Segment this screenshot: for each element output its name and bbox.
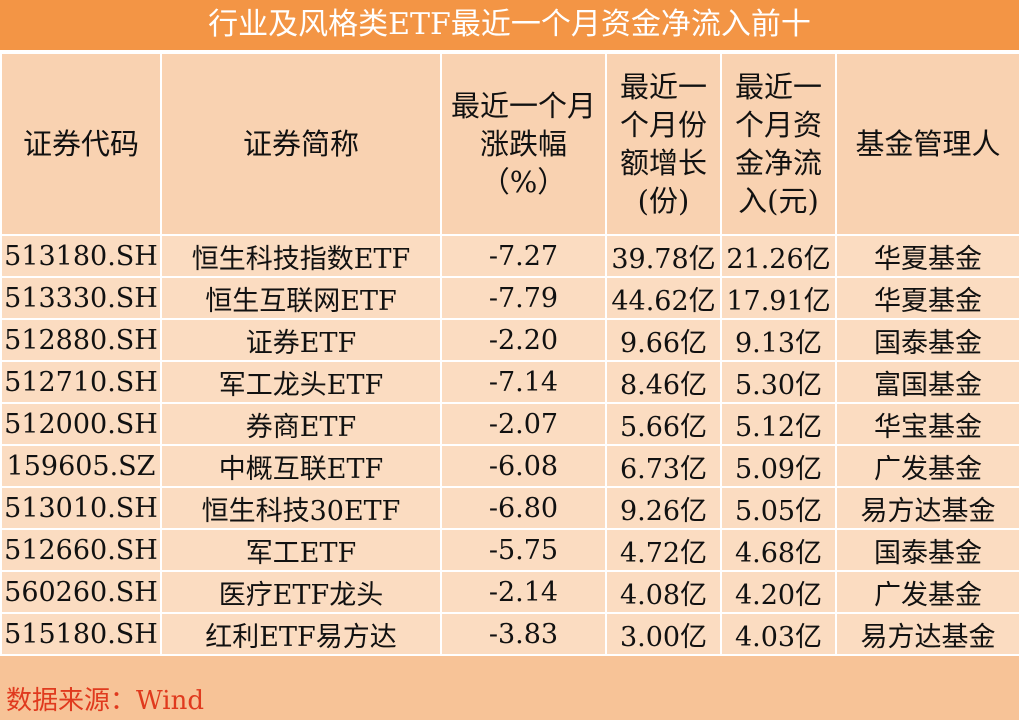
header-change-line-2: 涨跌幅 (479, 127, 567, 161)
cell-code: 512660.SH (0, 528, 162, 572)
cell-shares: 4.08亿 (605, 570, 722, 614)
table-title: 行业及风格类ETF最近一个月资金净流入前十 (0, 0, 1019, 52)
table-row: 159605.SZ 中概互联ETF -6.08 6.73亿 5.09亿 广发基金 (0, 444, 1019, 488)
header-inflow-line-1: 最近一 (734, 70, 822, 104)
cell-name: 恒生科技30ETF (160, 486, 442, 530)
cell-change: -7.79 (440, 276, 607, 320)
cell-name: 券商ETF (160, 402, 442, 446)
cell-manager: 华宝基金 (835, 402, 1019, 446)
cell-inflow: 17.91亿 (720, 276, 837, 320)
cell-inflow: 4.68亿 (720, 528, 837, 572)
table-row: 512660.SH 军工ETF -5.75 4.72亿 4.68亿 国泰基金 (0, 528, 1019, 572)
header-change: 最近一个月 涨跌幅 （%） (440, 52, 607, 236)
cell-inflow: 4.03亿 (720, 612, 837, 656)
cell-change: -2.20 (440, 318, 607, 362)
header-shares-line-4: (份) (637, 184, 690, 218)
cell-inflow: 5.09亿 (720, 444, 837, 488)
cell-change: -2.07 (440, 402, 607, 446)
cell-code: 512710.SH (0, 360, 162, 404)
table-row: 560260.SH 医疗ETF龙头 -2.14 4.08亿 4.20亿 广发基金 (0, 570, 1019, 614)
cell-code: 512000.SH (0, 402, 162, 446)
table-row: 515180.SH 红利ETF易方达 -3.83 3.00亿 4.03亿 易方达… (0, 612, 1019, 656)
cell-manager: 易方达基金 (835, 486, 1019, 530)
header-name: 证券简称 (160, 52, 442, 236)
cell-change: -2.14 (440, 570, 607, 614)
table-row: 512710.SH 军工龙头ETF -7.14 8.46亿 5.30亿 富国基金 (0, 360, 1019, 404)
table-row: 512880.SH 证券ETF -2.20 9.66亿 9.13亿 国泰基金 (0, 318, 1019, 362)
cell-name: 红利ETF易方达 (160, 612, 442, 656)
cell-shares: 39.78亿 (605, 234, 722, 278)
cell-manager: 华夏基金 (835, 276, 1019, 320)
cell-inflow: 21.26亿 (720, 234, 837, 278)
cell-name: 军工龙头ETF (160, 360, 442, 404)
cell-shares: 4.72亿 (605, 528, 722, 572)
cell-change: -5.75 (440, 528, 607, 572)
cell-code: 513330.SH (0, 276, 162, 320)
header-inflow-line-2: 个月资 (734, 108, 822, 142)
header-shares: 最近一 个月份 额增长 (份) (605, 52, 722, 236)
table-row: 513180.SH 恒生科技指数ETF -7.27 39.78亿 21.26亿 … (0, 234, 1019, 278)
cell-inflow: 4.20亿 (720, 570, 837, 614)
cell-name: 医疗ETF龙头 (160, 570, 442, 614)
cell-inflow: 5.30亿 (720, 360, 837, 404)
cell-code: 515180.SH (0, 612, 162, 656)
cell-shares: 6.73亿 (605, 444, 722, 488)
table-row: 512000.SH 券商ETF -2.07 5.66亿 5.12亿 华宝基金 (0, 402, 1019, 446)
header-shares-line-1: 最近一 (619, 70, 707, 104)
cell-change: -7.14 (440, 360, 607, 404)
cell-inflow: 5.12亿 (720, 402, 837, 446)
cell-shares: 9.66亿 (605, 318, 722, 362)
cell-name: 恒生互联网ETF (160, 276, 442, 320)
cell-manager: 华夏基金 (835, 234, 1019, 278)
cell-name: 中概互联ETF (160, 444, 442, 488)
header-change-line-1: 最近一个月 (450, 89, 596, 123)
header-shares-line-3: 额增长 (619, 146, 707, 180)
cell-shares: 8.46亿 (605, 360, 722, 404)
cell-manager: 易方达基金 (835, 612, 1019, 656)
cell-name: 证券ETF (160, 318, 442, 362)
cell-manager: 广发基金 (835, 444, 1019, 488)
table-row: 513330.SH 恒生互联网ETF -7.79 44.62亿 17.91亿 华… (0, 276, 1019, 320)
cell-change: -6.08 (440, 444, 607, 488)
header-inflow-line-4: 入(元) (738, 184, 819, 218)
cell-code: 159605.SZ (0, 444, 162, 488)
cell-shares: 3.00亿 (605, 612, 722, 656)
cell-manager: 广发基金 (835, 570, 1019, 614)
data-source-note: 数据来源：Wind (6, 686, 204, 716)
cell-name: 恒生科技指数ETF (160, 234, 442, 278)
cell-manager: 富国基金 (835, 360, 1019, 404)
header-row: 证券代码 证券简称 最近一个月 涨跌幅 （%） 最近一 个月份 额增长 (份) … (0, 52, 1019, 236)
cell-code: 513180.SH (0, 234, 162, 278)
cell-change: -3.83 (440, 612, 607, 656)
cell-shares: 5.66亿 (605, 402, 722, 446)
header-code: 证券代码 (0, 52, 162, 236)
cell-change: -6.80 (440, 486, 607, 530)
cell-code: 513010.SH (0, 486, 162, 530)
header-change-line-3: （%） (480, 165, 567, 199)
cell-name: 军工ETF (160, 528, 442, 572)
header-inflow-line-3: 金净流 (734, 146, 822, 180)
cell-shares: 9.26亿 (605, 486, 722, 530)
cell-inflow: 5.05亿 (720, 486, 837, 530)
cell-manager: 国泰基金 (835, 318, 1019, 362)
cell-code: 560260.SH (0, 570, 162, 614)
table-row: 513010.SH 恒生科技30ETF -6.80 9.26亿 5.05亿 易方… (0, 486, 1019, 530)
cell-code: 512880.SH (0, 318, 162, 362)
cell-manager: 国泰基金 (835, 528, 1019, 572)
etf-table: 证券代码 证券简称 最近一个月 涨跌幅 （%） 最近一 个月份 额增长 (份) … (0, 52, 1019, 656)
header-manager: 基金管理人 (835, 52, 1019, 236)
header-inflow: 最近一 个月资 金净流 入(元) (720, 52, 837, 236)
cell-change: -7.27 (440, 234, 607, 278)
header-shares-line-2: 个月份 (619, 108, 707, 142)
cell-shares: 44.62亿 (605, 276, 722, 320)
cell-inflow: 9.13亿 (720, 318, 837, 362)
